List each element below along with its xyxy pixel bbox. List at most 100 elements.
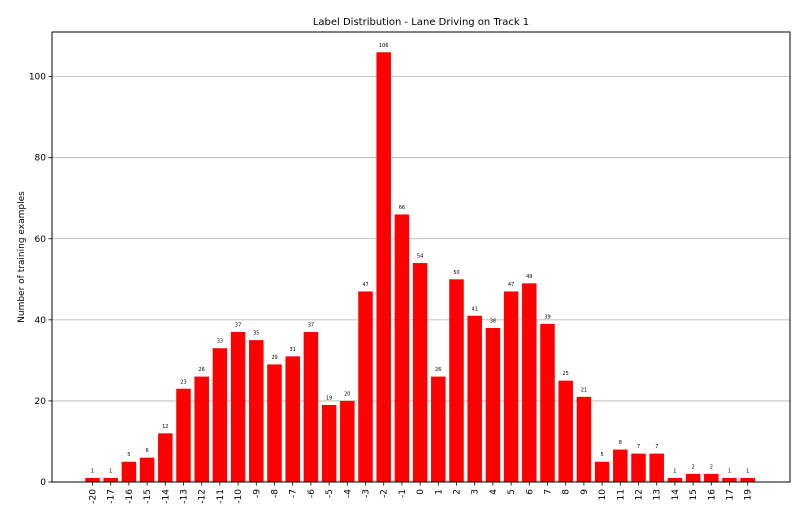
data-label: 37 xyxy=(235,323,241,329)
x-tick-label: 1 xyxy=(434,489,444,495)
bar xyxy=(412,263,428,482)
data-label: 5 xyxy=(127,452,130,458)
bar xyxy=(431,376,446,482)
x-axis-ticks: -20 -17 -16 -15 -14 -13 -12 -11 -10 -9 -8 -7 -6 -5 -4-… xyxy=(89,482,754,504)
bar xyxy=(194,376,209,482)
x-tick-label: 15 xyxy=(689,489,699,500)
bar xyxy=(503,291,519,482)
bar xyxy=(576,396,592,482)
bar xyxy=(303,332,319,482)
data-label: 25 xyxy=(563,371,569,377)
bar xyxy=(85,477,100,482)
data-label: 1 xyxy=(728,468,731,474)
data-label: 12 xyxy=(162,424,168,430)
bar xyxy=(704,473,719,482)
bar xyxy=(722,477,737,482)
bar xyxy=(230,332,246,482)
bar xyxy=(467,315,482,482)
bar xyxy=(667,477,683,482)
data-label: 39 xyxy=(544,314,550,320)
bar xyxy=(631,453,646,482)
bar xyxy=(285,356,300,482)
bar xyxy=(685,473,701,482)
x-tick-label: -20 xyxy=(89,489,99,504)
data-label: 47 xyxy=(362,282,368,288)
x-tick-label: 17 xyxy=(726,489,736,500)
x-tick-label: -3 xyxy=(362,489,372,498)
data-label: 7 xyxy=(655,444,658,450)
data-label: 54 xyxy=(417,254,423,260)
bar xyxy=(267,364,282,482)
bar xyxy=(340,400,355,482)
x-tick-label: 4 xyxy=(489,489,499,495)
bar xyxy=(121,461,137,482)
x-tick-label: -4 xyxy=(343,489,353,498)
bar xyxy=(740,477,755,482)
data-label: 47 xyxy=(508,282,514,288)
bar xyxy=(649,453,664,482)
bar xyxy=(139,457,155,482)
data-label: 19 xyxy=(326,395,332,401)
data-label: 6 xyxy=(146,448,149,454)
data-label: 49 xyxy=(526,274,532,280)
data-label: 7 xyxy=(637,444,640,450)
data-label: 1 xyxy=(109,468,112,474)
x-tick-label: -7 xyxy=(289,489,299,498)
x-tick-label: -8 xyxy=(271,489,281,498)
data-label: 50 xyxy=(453,270,459,276)
bar xyxy=(613,449,628,482)
x-tick-label: 5 xyxy=(507,489,517,495)
data-label: 106 xyxy=(379,43,389,49)
bar xyxy=(522,283,537,482)
x-tick-label: -17 xyxy=(107,489,117,504)
x-tick-label: -14 xyxy=(161,489,171,504)
data-label: 38 xyxy=(490,318,496,324)
data-label: 41 xyxy=(472,306,478,312)
x-tick-label: -16 xyxy=(125,489,135,504)
data-label: 8 xyxy=(619,440,622,446)
x-tick-label: 10 xyxy=(598,489,608,501)
data-label: 2 xyxy=(710,464,713,470)
x-tick-label: -9 xyxy=(252,489,262,498)
x-tick-label: -12 xyxy=(198,489,208,504)
bar xyxy=(103,477,118,482)
x-tick-label: 8 xyxy=(562,489,572,495)
plot-frame xyxy=(51,31,791,483)
x-tick-label: 14 xyxy=(671,489,681,501)
y-tick-label: 100 xyxy=(29,73,46,83)
x-tick-label: 0 xyxy=(416,489,426,495)
data-label: 33 xyxy=(217,339,223,345)
x-tick-label: -6 xyxy=(307,489,317,498)
y-tick-label: 40 xyxy=(35,316,47,326)
x-tick-label: -15 xyxy=(143,489,153,504)
bar xyxy=(358,291,373,482)
data-label: 35 xyxy=(253,331,259,337)
x-tick-label: 2 xyxy=(453,489,463,495)
x-tick-label: 7 xyxy=(544,489,554,495)
data-label: 2 xyxy=(692,464,695,470)
x-tick-label: 6 xyxy=(525,489,535,495)
x-tick-label: -2 xyxy=(380,489,390,498)
grid-lines xyxy=(52,76,790,402)
x-tick-label: 19 xyxy=(744,489,754,501)
x-tick-label: -13 xyxy=(180,489,190,504)
bar xyxy=(449,279,464,482)
y-tick-label: 80 xyxy=(35,154,47,164)
data-label: 1 xyxy=(673,468,676,474)
x-tick-label: 13 xyxy=(653,489,663,500)
bar xyxy=(485,327,501,482)
bar xyxy=(394,214,410,482)
x-tick-label: -1 xyxy=(398,489,408,498)
data-label: 26 xyxy=(435,367,441,373)
y-tick-label: 20 xyxy=(35,397,47,407)
x-tick-label: -10 xyxy=(234,489,244,504)
x-tick-label: 12 xyxy=(635,489,645,500)
data-label: 31 xyxy=(290,347,296,353)
data-label: 37 xyxy=(308,323,314,329)
bars xyxy=(85,52,755,483)
bar xyxy=(176,388,191,482)
data-label: 26 xyxy=(199,367,205,373)
bar xyxy=(594,461,610,482)
